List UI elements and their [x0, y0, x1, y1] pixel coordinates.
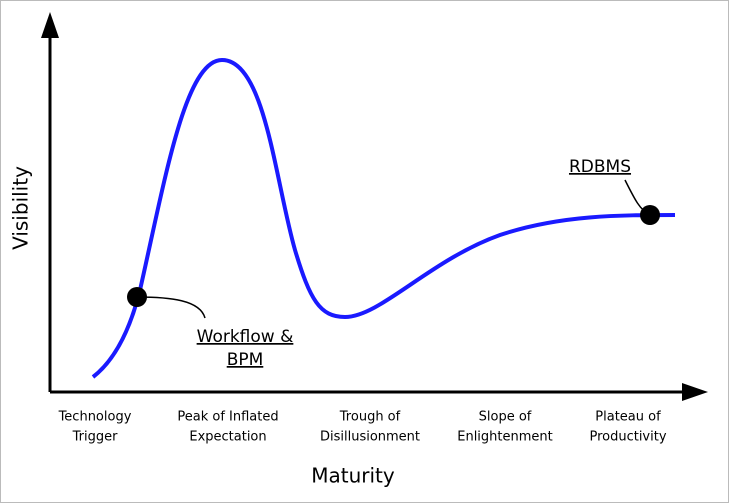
annotation: Workflow & — [197, 327, 294, 347]
phase-label: Slope of — [479, 410, 532, 425]
phase-labels: Technology Trigger Peak of Inflated Expecta… — [58, 410, 667, 445]
phase-label: Disillusionment — [320, 430, 420, 445]
marker — [640, 205, 660, 225]
x-axis-label: Maturity — [311, 464, 395, 488]
phase-label: Expectation — [189, 430, 266, 445]
annotation: BPM — [227, 350, 264, 370]
y-axis-label: Visibility — [9, 166, 33, 250]
phase-label: Peak of Inflated — [177, 410, 278, 425]
phase-label: Technology — [58, 410, 132, 425]
phase-label: Trough of — [339, 410, 401, 425]
marker — [127, 287, 147, 307]
phase-label: Trigger — [72, 430, 118, 445]
hype-curve — [91, 57, 676, 379]
phase-label: Productivity — [589, 430, 666, 445]
phase-label: Plateau of — [595, 410, 661, 425]
annotation: RDBMS — [569, 157, 631, 177]
y-arrow — [41, 12, 59, 38]
phase-label: Enlightenment — [457, 430, 553, 445]
x-arrow — [682, 383, 708, 401]
